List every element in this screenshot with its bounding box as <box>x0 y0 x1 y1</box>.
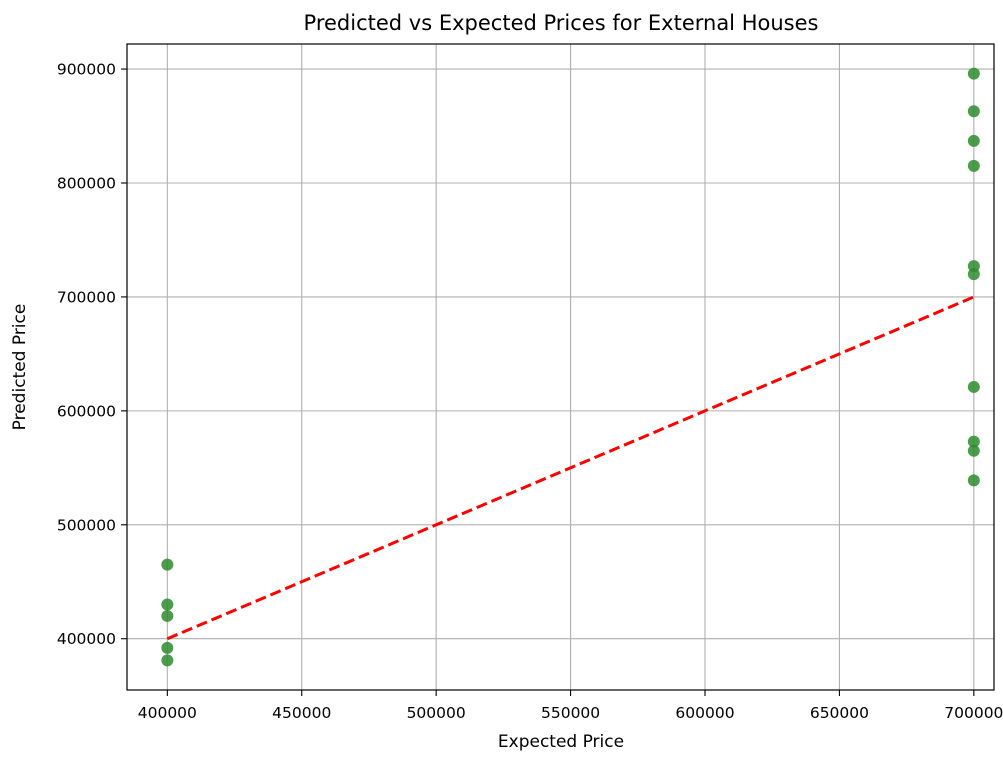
data-point <box>967 159 980 172</box>
data-point <box>967 380 980 393</box>
data-point <box>967 105 980 118</box>
x-tick-label: 700000 <box>944 704 1003 722</box>
grid <box>127 44 994 690</box>
data-point <box>161 654 174 667</box>
data-point <box>967 474 980 487</box>
data-point <box>967 435 980 448</box>
x-tick-label: 500000 <box>407 704 466 722</box>
data-point <box>967 134 980 147</box>
x-axis-label: Expected Price <box>498 732 624 752</box>
data-point <box>967 67 980 80</box>
x-tick-label: 550000 <box>541 704 600 722</box>
reference-line-layer <box>166 295 975 641</box>
x-tick-label: 600000 <box>675 704 734 722</box>
plot-frame <box>126 43 995 691</box>
y-tick-label: 800000 <box>57 174 116 192</box>
data-point <box>161 641 174 654</box>
data-point <box>161 558 174 571</box>
x-axis-ticks: 400000 450000 500000 550000 600000 650000 7000… <box>138 690 1003 722</box>
y-tick-label: 900000 <box>57 61 116 79</box>
x-tick-label: 650000 <box>810 704 869 722</box>
y-axis-label: Predicted Price <box>10 304 30 431</box>
data-point <box>967 444 980 457</box>
x-tick-label: 400000 <box>138 704 197 722</box>
reference-line <box>166 295 975 641</box>
data-point <box>161 598 174 611</box>
data-point <box>967 268 980 281</box>
y-tick-label: 400000 <box>57 630 116 648</box>
chart-title: Predicted vs Expected Prices for Externa… <box>304 11 819 35</box>
data-point <box>161 609 174 622</box>
y-tick-label: 500000 <box>57 516 116 534</box>
x-tick-label: 450000 <box>272 704 331 722</box>
y-tick-label: 600000 <box>57 402 116 420</box>
y-axis-ticks: 400000 500000 600000 700000 800000 900000 <box>57 61 127 648</box>
data-points <box>161 67 980 667</box>
y-tick-label: 700000 <box>57 288 116 306</box>
